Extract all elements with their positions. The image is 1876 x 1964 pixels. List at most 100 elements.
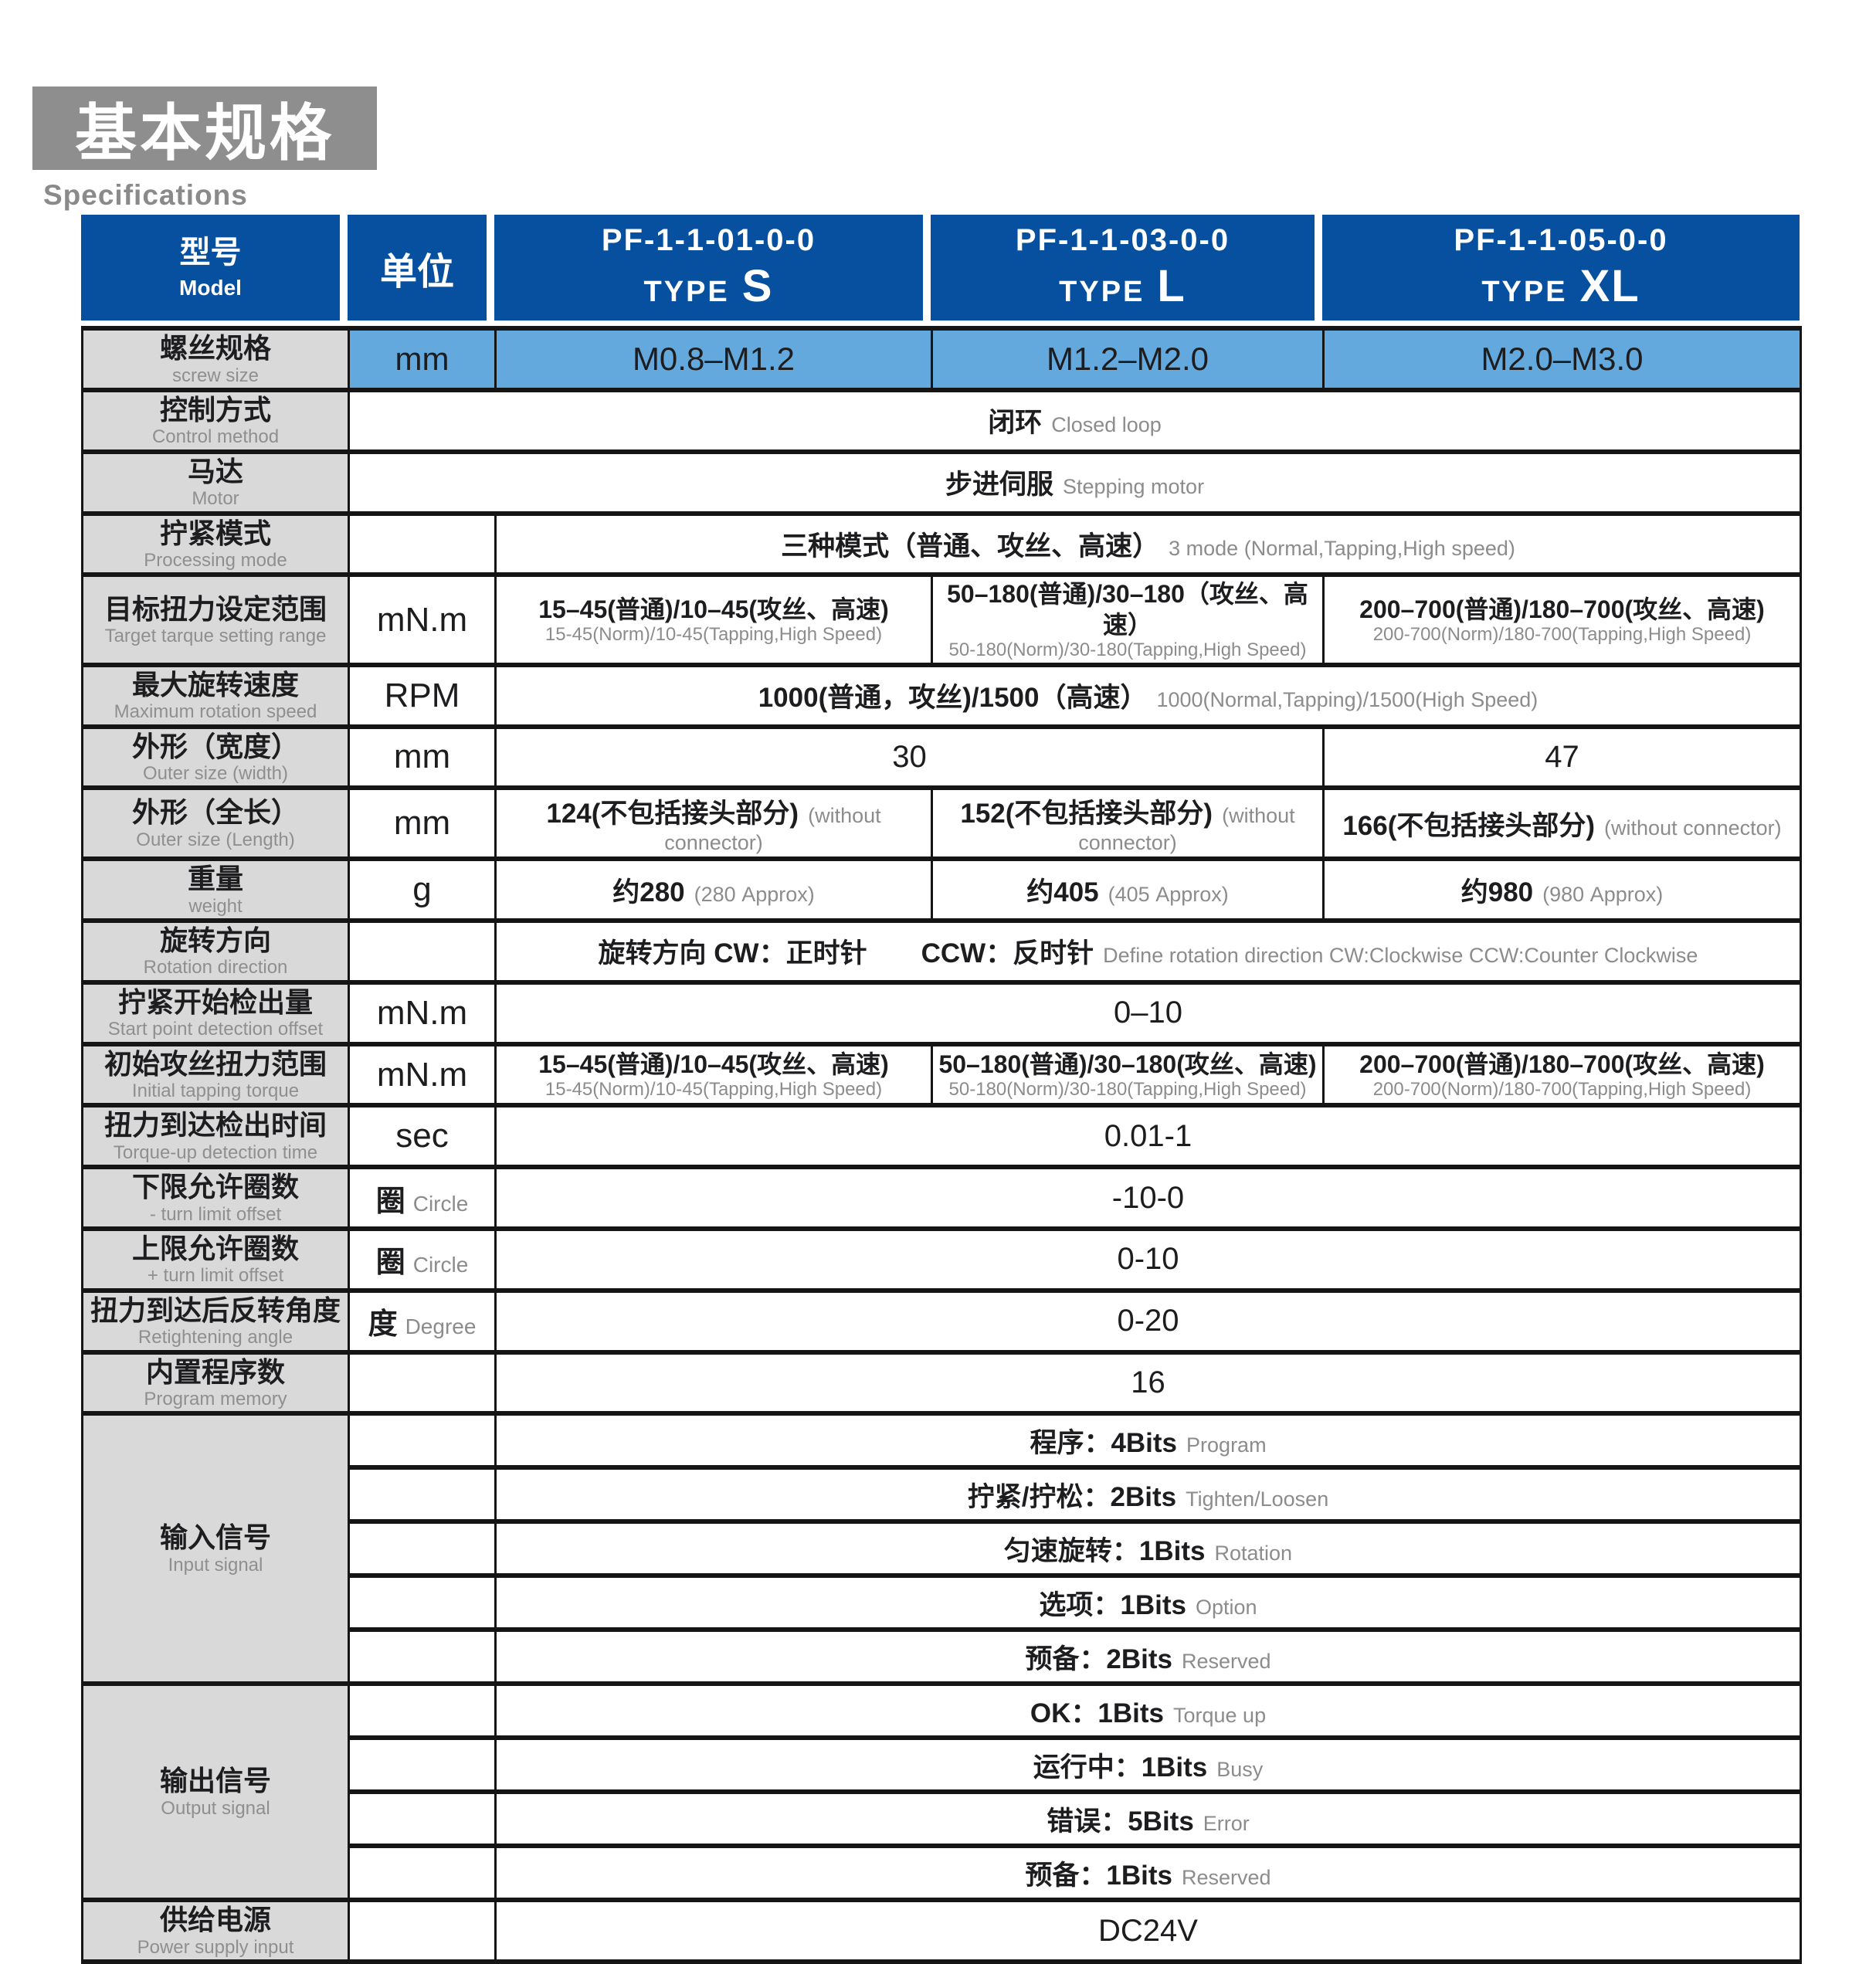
cell-input-option: 选项：1Bits Option <box>494 1573 1802 1633</box>
cell-motor: 步进伺服 Stepping motor <box>348 449 1802 516</box>
row-processing-mode: 拧紧模式 Processing mode 三种模式（普通、攻丝、高速） 3 mod… <box>81 511 1802 578</box>
unit-program-memory-empty <box>348 1349 497 1416</box>
cell-screw-size-xl: M2.0–M3.0 <box>1322 326 1802 392</box>
row-label-initial-tapping: 初始攻丝扭力范围 Initial tapping torque <box>81 1041 350 1108</box>
unit-processing-mode-empty <box>348 511 497 578</box>
cell-weight-xl: 约980 (980 Approx) <box>1322 856 1802 924</box>
row-label-start-offset: 拧紧开始检出量 Start point detection offset <box>81 979 350 1046</box>
cell-processing-mode: 三种模式（普通、攻丝、高速） 3 mode (Normal,Tapping,Hig… <box>494 511 1802 578</box>
row-outer-length: 外形（全长） Outer size (Length) mm 124(不包括接头部… <box>81 785 1802 862</box>
row-label-weight: 重量 weight <box>81 856 350 924</box>
model-number-l: PF-1-1-03-0-0 <box>1015 223 1230 257</box>
row-label-power-supply: 供给电源 Power supply input <box>81 1898 350 1964</box>
unit-power-supply-empty <box>348 1898 497 1964</box>
header-model-cn: 型号 <box>179 235 242 270</box>
row-input-signal-1: 输入信号 Input signal 程序：4Bits Program <box>81 1411 1802 1687</box>
cell-outer-length-l: 152(不包括接头部分) (without connector) <box>931 785 1325 862</box>
unit-weight: g <box>348 856 497 924</box>
row-weight: 重量 weight g 约280 (280 Approx) 约405 (405 Ap… <box>81 856 1802 924</box>
cell-weight-s: 约280 (280 Approx) <box>494 856 933 924</box>
row-power-supply: 供给电源 Power supply input DC24V <box>81 1898 1802 1964</box>
row-input-signal-5: 预备：2Bits Reserved <box>83 1627 1802 1687</box>
unit-max-speed: RPM <box>348 662 497 729</box>
cell-weight-l: 约405 (405 Approx) <box>931 856 1325 924</box>
cell-minus-turn-limit: -10-0 <box>494 1165 1802 1231</box>
row-program-memory: 内置程序数 Program memory 16 <box>81 1349 1802 1416</box>
header-unit-label: 单位 <box>379 251 454 293</box>
cell-power-supply: DC24V <box>494 1898 1802 1964</box>
row-input-signal-2: 拧紧/拧松：2Bits Tighten/Loosen <box>83 1465 1802 1525</box>
header-cell-type-l: PF-1-1-03-0-0 TYPE L <box>931 215 1315 321</box>
row-label-motor: 马达 Motor <box>81 449 350 516</box>
cell-initial-tapping-s: 15–45(普通)/10–45(攻丝、高速) 15-45(Norm)/10-45… <box>494 1041 933 1108</box>
unit-screw-size: mm <box>348 326 497 392</box>
cell-output-busy: 运行中：1Bits Busy <box>494 1735 1802 1795</box>
unit-target-torque: mN.m <box>348 572 497 667</box>
cell-start-offset: 0–10 <box>494 979 1802 1046</box>
cell-input-program: 程序：4Bits Program <box>494 1411 1802 1470</box>
unit-start-offset: mN.m <box>348 979 497 1046</box>
unit-retightening-angle: 度 Degree <box>348 1287 497 1355</box>
unit-outer-length: mm <box>348 785 497 862</box>
row-label-output-signal: 输出信号 Output signal <box>81 1681 350 1903</box>
section-title-badge: 基本规格 <box>32 86 377 170</box>
unit-output-2-empty <box>348 1735 497 1795</box>
cell-initial-tapping-l: 50–180(普通)/30–180(攻丝、高速) 50-180(Norm)/30… <box>931 1041 1325 1108</box>
row-label-max-speed: 最大旋转速度 Maximum rotation speed <box>81 662 350 729</box>
unit-input-4-empty <box>348 1573 497 1633</box>
cell-outer-length-s: 124(不包括接头部分) (without connector) <box>494 785 933 862</box>
unit-torque-time: sec <box>348 1103 497 1170</box>
cell-output-reserved: 预备：1Bits Reserved <box>494 1844 1802 1903</box>
row-label-screw-size: 螺丝规格 screw size <box>81 326 350 392</box>
row-initial-tapping: 初始攻丝扭力范围 Initial tapping torque mN.m 15–… <box>81 1041 1802 1108</box>
row-label-minus-turn-limit: 下限允许圈数 - turn limit offset <box>81 1165 350 1231</box>
row-target-torque: 目标扭力设定范围 Target tarque setting range mN.… <box>81 572 1802 667</box>
cell-outer-length-xl: 166(不包括接头部分) (without connector) <box>1322 785 1802 862</box>
cell-screw-size-s: M0.8–M1.2 <box>494 326 933 392</box>
table-header: 型号 Model 单位 PF-1-1-01-0-0 TYPE S PF-1-1-… <box>81 215 1800 321</box>
header-model-en: Model <box>179 275 242 300</box>
row-start-offset: 拧紧开始检出量 Start point detection offset mN.… <box>81 979 1802 1046</box>
row-plus-turn-limit: 上限允许圈数 + turn limit offset 圈 Circle 0-10 <box>81 1226 1802 1293</box>
cell-rotation-direction: 旋转方向 CW：正时针 CCW：反时针 Define rotation direc… <box>494 918 1802 985</box>
cell-input-rotation: 匀速旋转：1Bits Rotation <box>494 1519 1802 1579</box>
unit-output-3-empty <box>348 1789 497 1849</box>
unit-rotation-empty <box>348 918 497 985</box>
spec-table-body: 螺丝规格 screw size mm M0.8–M1.2 M1.2–M2.0 M… <box>81 326 1802 1964</box>
cell-torque-time: 0.01-1 <box>494 1103 1802 1170</box>
row-label-plus-turn-limit: 上限允许圈数 + turn limit offset <box>81 1226 350 1293</box>
cell-target-torque-xl: 200–700(普通)/180–700(攻丝、高速) 200-700(Norm)… <box>1322 572 1802 667</box>
header-cell-type-s: PF-1-1-01-0-0 TYPE S <box>494 215 923 321</box>
row-label-control-method: 控制方式 Control method <box>81 388 350 454</box>
unit-output-1-empty <box>348 1681 497 1741</box>
row-control-method: 控制方式 Control method 闭环 Closed loop <box>81 388 1802 454</box>
row-label-processing-mode: 拧紧模式 Processing mode <box>81 511 350 578</box>
cell-outer-width-xl: 47 <box>1322 724 1802 791</box>
row-label-program-memory: 内置程序数 Program memory <box>81 1349 350 1416</box>
type-label-l: TYPE L <box>1059 261 1186 311</box>
unit-outer-width: mm <box>348 724 497 791</box>
model-number-xl: PF-1-1-05-0-0 <box>1454 223 1668 257</box>
row-outer-width: 外形（宽度） Outer size (width) mm 30 47 <box>81 724 1802 791</box>
header-cell-type-xl: PF-1-1-05-0-0 TYPE XL <box>1322 215 1800 321</box>
unit-plus-turn-limit: 圈 Circle <box>348 1226 497 1293</box>
row-motor: 马达 Motor 步进伺服 Stepping motor <box>81 449 1802 516</box>
section-subtitle: Specifications <box>43 179 248 211</box>
row-label-target-torque: 目标扭力设定范围 Target tarque setting range <box>81 572 350 667</box>
row-output-signal-1: 输出信号 Output signal OK：1Bits Torque up <box>81 1681 1802 1903</box>
cell-max-speed: 1000(普通，攻丝)/1500（高速） 1000(Normal,Tapping)… <box>494 662 1802 729</box>
cell-screw-size-l: M1.2–M2.0 <box>931 326 1325 392</box>
row-minus-turn-limit: 下限允许圈数 - turn limit offset 圈 Circle -10-0 <box>81 1165 1802 1231</box>
cell-target-torque-s: 15–45(普通)/10–45(攻丝、高速) 15-45(Norm)/10-45… <box>494 572 933 667</box>
row-torque-time: 扭力到达检出时间 Torque-up detection time sec 0.… <box>81 1103 1802 1170</box>
specifications-table: 型号 Model 单位 PF-1-1-01-0-0 TYPE S PF-1-1-… <box>81 215 1802 1964</box>
row-label-outer-width: 外形（宽度） Outer size (width) <box>81 724 350 791</box>
cell-input-tighten-loosen: 拧紧/拧松：2Bits Tighten/Loosen <box>494 1465 1802 1525</box>
model-number-s: PF-1-1-01-0-0 <box>601 223 816 257</box>
cell-target-torque-l: 50–180(普通)/30–180（攻丝、高速） 50-180(Norm)/30… <box>931 572 1325 667</box>
type-label-s: TYPE S <box>643 261 774 311</box>
cell-initial-tapping-xl: 200–700(普通)/180–700(攻丝、高速) 200-700(Norm)… <box>1322 1041 1802 1108</box>
row-label-torque-time: 扭力到达检出时间 Torque-up detection time <box>81 1103 350 1170</box>
cell-plus-turn-limit: 0-10 <box>494 1226 1802 1293</box>
type-label-xl: TYPE XL <box>1481 261 1640 311</box>
